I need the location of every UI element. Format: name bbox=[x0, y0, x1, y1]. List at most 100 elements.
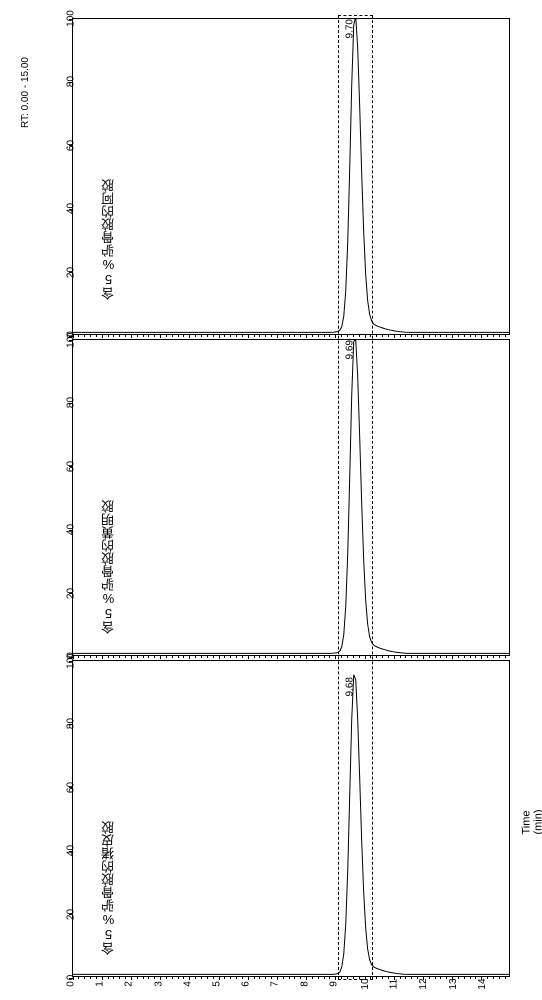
x-tick-minor bbox=[148, 976, 149, 979]
x-tick-mark bbox=[481, 334, 482, 338]
x-tick-minor bbox=[440, 334, 441, 337]
x-tick-minor bbox=[143, 334, 144, 337]
x-tick-minor bbox=[143, 655, 144, 658]
chromatogram-panel-2: 020406080100含5%驴骨胶的黄明胶9.69 bbox=[72, 339, 510, 656]
x-tick-label: 9 bbox=[328, 981, 339, 987]
x-tick-minor bbox=[388, 334, 389, 337]
chromatogram-trace bbox=[73, 19, 509, 334]
x-tick-minor bbox=[271, 655, 272, 658]
x-tick-minor bbox=[178, 655, 179, 658]
x-tick-minor bbox=[113, 976, 114, 979]
x-tick-mark bbox=[102, 976, 103, 980]
x-tick-mark bbox=[219, 655, 220, 659]
x-tick-minor bbox=[90, 334, 91, 337]
x-tick-mark bbox=[219, 976, 220, 980]
x-tick-minor bbox=[78, 976, 79, 979]
x-tick-minor bbox=[113, 334, 114, 337]
x-tick-mark bbox=[189, 976, 190, 980]
x-tick-minor bbox=[446, 334, 447, 337]
x-tick-mark bbox=[306, 976, 307, 980]
x-tick-mark bbox=[131, 655, 132, 659]
x-tick-minor bbox=[499, 334, 500, 337]
x-tick-mark bbox=[160, 334, 161, 338]
x-tick-label: 8 bbox=[299, 981, 310, 987]
x-tick-minor bbox=[283, 976, 284, 979]
x-tick-minor bbox=[435, 655, 436, 658]
x-tick-minor bbox=[125, 976, 126, 979]
x-tick-minor bbox=[265, 655, 266, 658]
x-tick-minor bbox=[382, 655, 383, 658]
x-tick-minor bbox=[259, 334, 260, 337]
x-tick-minor bbox=[183, 976, 184, 979]
x-tick-minor bbox=[487, 334, 488, 337]
x-tick-minor bbox=[113, 655, 114, 658]
x-tick-label: 1 bbox=[94, 981, 105, 987]
x-tick-minor bbox=[125, 334, 126, 337]
x-tick-minor bbox=[300, 976, 301, 979]
x-tick-minor bbox=[417, 334, 418, 337]
x-tick-minor bbox=[388, 655, 389, 658]
x-tick-minor bbox=[84, 655, 85, 658]
x-tick-minor bbox=[96, 976, 97, 979]
x-tick-minor bbox=[183, 655, 184, 658]
x-tick-minor bbox=[493, 655, 494, 658]
x-tick-minor bbox=[254, 655, 255, 658]
x-tick-minor bbox=[505, 334, 506, 337]
chromatogram-trace bbox=[73, 340, 509, 655]
x-tick-minor bbox=[154, 976, 155, 979]
x-tick-mark bbox=[452, 334, 453, 338]
x-tick-minor bbox=[195, 655, 196, 658]
rt-range-label: RT: 0.00 - 15.00 bbox=[20, 57, 31, 128]
x-tick-label: 3 bbox=[153, 981, 164, 987]
x-tick-minor bbox=[382, 334, 383, 337]
x-tick-minor bbox=[265, 334, 266, 337]
x-tick-minor bbox=[201, 334, 202, 337]
x-tick-mark bbox=[423, 334, 424, 338]
x-tick-mark bbox=[452, 655, 453, 659]
x-tick-minor bbox=[312, 655, 313, 658]
x-tick-minor bbox=[505, 655, 506, 658]
x-tick-minor bbox=[475, 334, 476, 337]
x-tick-minor bbox=[195, 334, 196, 337]
x-tick-minor bbox=[166, 334, 167, 337]
chromatogram-panel-1: 020406080100含5%驴骨胶的阿胶9.70 bbox=[72, 18, 510, 335]
x-tick-minor bbox=[294, 655, 295, 658]
x-tick-mark bbox=[394, 655, 395, 659]
x-tick-minor bbox=[376, 655, 377, 658]
x-tick-minor bbox=[213, 976, 214, 979]
x-tick-mark bbox=[248, 655, 249, 659]
x-tick-label: 14 bbox=[477, 978, 488, 989]
x-tick-mark bbox=[306, 655, 307, 659]
x-tick-minor bbox=[487, 655, 488, 658]
x-tick-minor bbox=[329, 976, 330, 979]
x-tick-minor bbox=[300, 655, 301, 658]
x-tick-minor bbox=[324, 334, 325, 337]
x-tick-minor bbox=[242, 334, 243, 337]
x-tick-minor bbox=[178, 976, 179, 979]
x-tick-minor bbox=[318, 976, 319, 979]
x-tick-mark bbox=[423, 655, 424, 659]
x-tick-minor bbox=[470, 655, 471, 658]
x-tick-minor bbox=[283, 655, 284, 658]
x-tick-minor bbox=[458, 655, 459, 658]
x-tick-minor bbox=[178, 334, 179, 337]
x-tick-mark bbox=[131, 976, 132, 980]
x-tick-minor bbox=[493, 334, 494, 337]
x-tick-minor bbox=[195, 976, 196, 979]
x-tick-label: 2 bbox=[124, 981, 135, 987]
x-tick-minor bbox=[242, 976, 243, 979]
x-tick-minor bbox=[154, 655, 155, 658]
x-tick-minor bbox=[283, 334, 284, 337]
x-tick-label: 4 bbox=[182, 981, 193, 987]
x-tick-minor bbox=[289, 655, 290, 658]
x-tick-minor bbox=[405, 655, 406, 658]
x-tick-minor bbox=[329, 655, 330, 658]
x-tick-minor bbox=[411, 976, 412, 979]
x-tick-mark bbox=[248, 334, 249, 338]
x-tick-minor bbox=[324, 655, 325, 658]
x-tick-minor bbox=[137, 334, 138, 337]
peak-highlight-region bbox=[338, 15, 373, 980]
x-tick-minor bbox=[166, 976, 167, 979]
x-tick-minor bbox=[324, 976, 325, 979]
x-tick-minor bbox=[137, 976, 138, 979]
